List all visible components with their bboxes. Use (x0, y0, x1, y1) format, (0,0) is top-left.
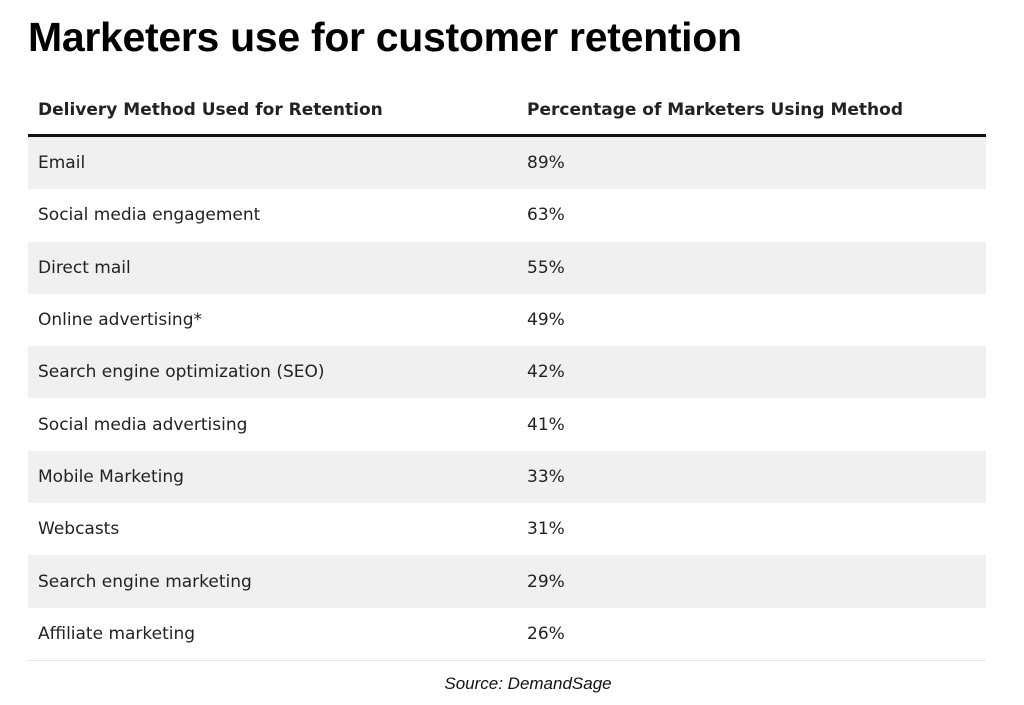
method-cell: Mobile Marketing (28, 450, 517, 504)
table-row: Email 89% (28, 135, 986, 190)
page-title: Marketers use for customer retention (28, 14, 742, 60)
percentage-cell: 33% (517, 450, 986, 504)
method-cell: Social media engagement (38, 205, 261, 226)
percentage-cell: 55% (517, 241, 986, 294)
method-cell: Search engine optimization (SEO) (28, 346, 517, 399)
percentage-cell: 31% (527, 519, 565, 540)
percentage-cell: 26% (517, 607, 986, 661)
method-cell: Search engine marketing (28, 555, 517, 608)
table-row: Webcasts 31% (28, 503, 986, 555)
percentage-cell: 42% (517, 346, 986, 399)
percentage-cell: 41% (527, 414, 565, 435)
table-row: Affiliate marketing 26% (28, 607, 986, 661)
percentage-cell: 29% (517, 555, 986, 608)
table-row: Social media engagement 63% (28, 189, 986, 241)
table-row: Mobile Marketing 33% (28, 450, 986, 504)
source-note: Source: DemandSage (444, 674, 612, 693)
column-header: Percentage of Marketers Using Method (517, 86, 986, 137)
table-row: Online advertising* 49% (28, 294, 986, 346)
column-header: Delivery Method Used for Retention (28, 86, 517, 137)
method-cell: Direct mail (28, 241, 517, 294)
table-row: Search engine marketing 29% (28, 555, 986, 608)
method-cell: Email (28, 135, 517, 190)
percentage-cell: 89% (517, 135, 986, 190)
table-row: Search engine optimization (SEO) 42% (28, 346, 986, 399)
retention-table: Delivery Method Used for Retention Percen… (28, 86, 986, 661)
table-row: Social media advertising 41% (28, 398, 986, 450)
table-row: Direct mail 55% (28, 241, 986, 294)
method-cell: Online advertising* (38, 310, 202, 331)
method-cell: Social media advertising (38, 414, 248, 435)
table-header-row: Delivery Method Used for Retention Percen… (28, 86, 986, 137)
method-cell: Affiliate marketing (28, 607, 517, 661)
method-cell: Webcasts (38, 519, 120, 540)
percentage-cell: 63% (527, 205, 565, 226)
percentage-cell: 49% (527, 310, 565, 331)
